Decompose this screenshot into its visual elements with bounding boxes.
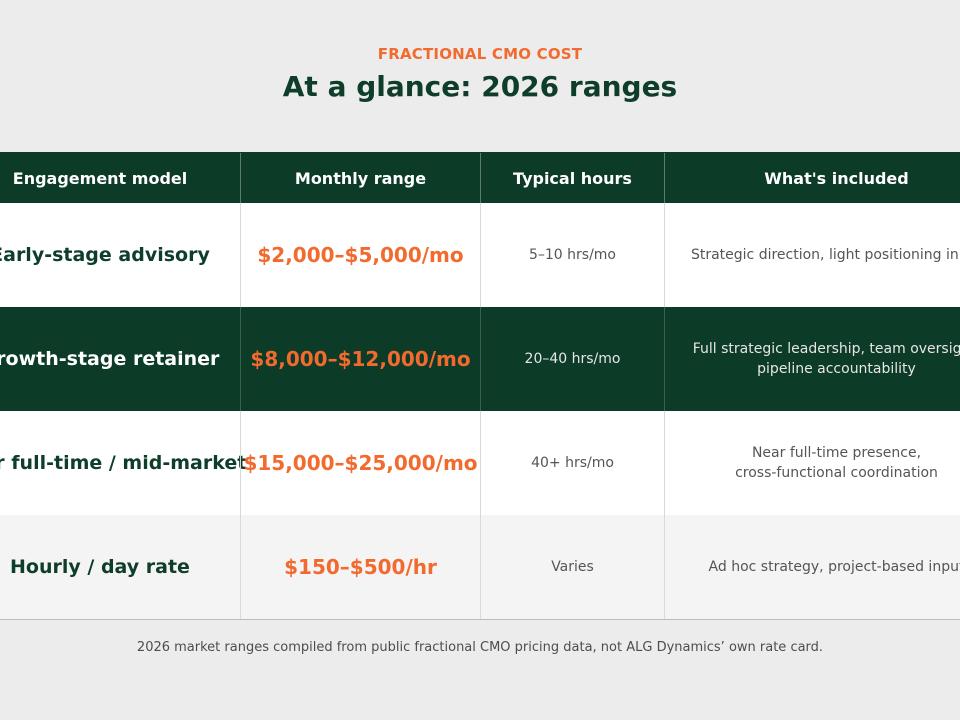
included-line: Near full-time presence, (751, 445, 922, 461)
included-line: Strategic direction, light positioning i… (690, 247, 960, 263)
eyebrow-label: FRACTIONAL CMO COST (377, 45, 583, 63)
column-header-monthly-range: Monthly range (240, 153, 480, 204)
engagement-model-cell: Hourly / day rate (10, 556, 190, 578)
pricing-table: Engagement model Monthly range Typical h… (0, 152, 960, 620)
engagement-model-cell: Early-stage advisory (0, 244, 210, 266)
table-row: Hourly / day rate $150–$500/hr Varies Ad… (0, 515, 960, 620)
included-line: Ad hoc strategy, project-based input (708, 559, 960, 575)
table-header-row: Engagement model Monthly range Typical h… (0, 152, 960, 204)
engagement-model-cell: Growth-stage retainer (0, 348, 220, 370)
monthly-range-cell: $2,000–$5,000/mo (240, 203, 480, 307)
column-header-engagement-model: Engagement model (12, 169, 188, 188)
table-row-highlighted: Growth-stage retainer $8,000–$12,000/mo … (0, 307, 960, 411)
table-row: Near full-time / mid-market $15,000–$25,… (0, 411, 960, 516)
whats-included-cell: Strategic direction, light positioning i… (664, 203, 960, 307)
included-line: Full strategic leadership, team oversigh… (692, 341, 960, 357)
footnote: 2026 market ranges compiled from public … (136, 640, 824, 655)
typical-hours-cell: 5–10 hrs/mo (480, 203, 664, 307)
page-title: At a glance: 2026 ranges (282, 70, 678, 103)
monthly-range-cell: $8,000–$12,000/mo (240, 307, 480, 411)
typical-hours-cell: 20–40 hrs/mo (480, 307, 664, 411)
column-header-whats-included: What's included (664, 153, 960, 204)
whats-included-cell: Ad hoc strategy, project-based input (664, 515, 960, 619)
monthly-range-cell: $150–$500/hr (240, 515, 480, 619)
included-line: cross-functional coordination (735, 465, 938, 481)
monthly-range-cell: $15,000–$25,000/mo (240, 411, 480, 515)
column-header-typical-hours: Typical hours (480, 153, 664, 204)
table-row: Early-stage advisory $2,000–$5,000/mo 5–… (0, 203, 960, 308)
typical-hours-cell: Varies (480, 515, 664, 619)
engagement-model-cell: Near full-time / mid-market (0, 452, 247, 474)
whats-included-cell: Full strategic leadership, team oversigh… (664, 307, 960, 411)
typical-hours-cell: 40+ hrs/mo (480, 411, 664, 515)
included-line: pipeline accountability (757, 361, 916, 377)
whats-included-cell: Near full-time presence, cross-functiona… (664, 411, 960, 515)
